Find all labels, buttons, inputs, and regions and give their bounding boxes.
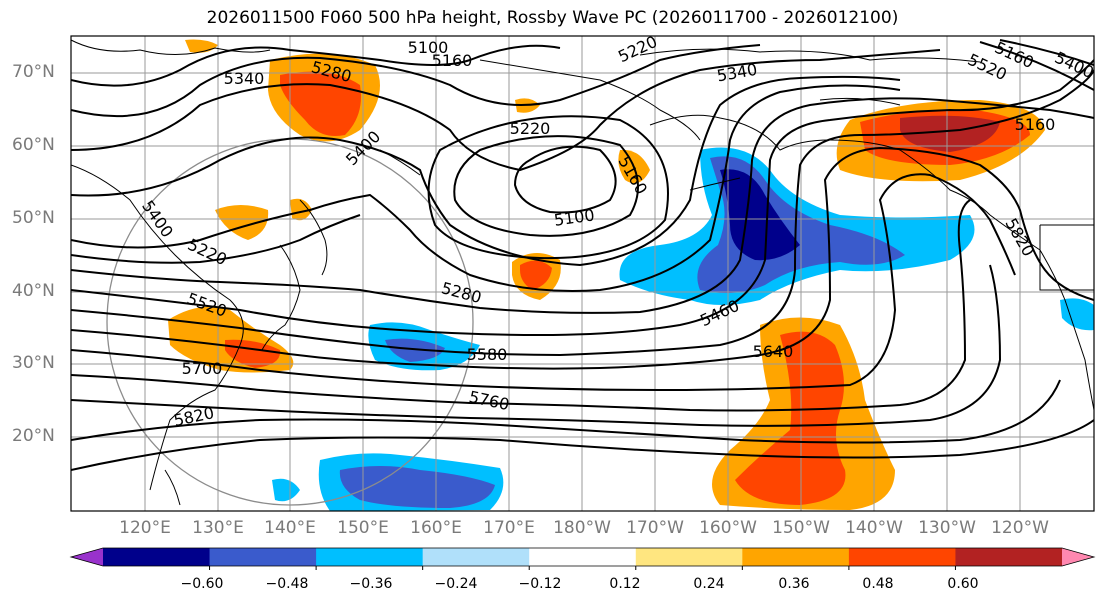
contour-label: 5700: [182, 359, 223, 378]
contour-label: 5100: [408, 38, 449, 57]
anomaly-negative-region: [339, 466, 495, 508]
contour-label: 5640: [753, 342, 794, 361]
lat-label: 20°N: [12, 426, 55, 446]
lon-label: 160°W: [699, 518, 757, 538]
contour-label: 5160: [1015, 115, 1056, 134]
anomaly-positive-region: [735, 331, 846, 505]
colorbar-segment: [955, 548, 1063, 566]
lat-label: 50°N: [12, 208, 55, 228]
shading-layer: [168, 39, 1094, 511]
anomaly-positive-region: [520, 260, 552, 290]
anomaly-negative-region: [385, 338, 445, 362]
contour-label: 5340: [224, 69, 265, 88]
anomaly-negative-region: [272, 478, 300, 502]
anomaly-positive-region: [290, 198, 312, 221]
colorbar-segment: [529, 548, 637, 566]
lon-label: 140°E: [264, 518, 316, 538]
lon-label: 180°W: [553, 518, 611, 538]
lon-label: 120°W: [991, 518, 1049, 538]
colorbar-extend-max: [1062, 548, 1094, 566]
lon-label: 150°W: [772, 518, 830, 538]
colorbar-segment: [742, 548, 850, 566]
contour-label: 5580: [467, 345, 508, 364]
lat-label: 40°N: [12, 281, 55, 301]
anomaly-negative-region: [1060, 298, 1094, 331]
colorbar-tick-label: 0.60: [947, 576, 979, 592]
colorbar-tick-label: −0.12: [518, 576, 562, 592]
lon-label: 160°E: [410, 518, 462, 538]
lon-label: 150°E: [337, 518, 389, 538]
lon-label: 120°E: [119, 518, 171, 538]
lat-label: 60°N: [12, 135, 55, 155]
colorbar-segment: [316, 548, 424, 566]
colorbar-tick-label: −0.60: [180, 576, 224, 592]
lon-label: 170°W: [626, 518, 684, 538]
colorbar-segment: [635, 548, 743, 566]
colorbar: [69, 547, 1096, 570]
colorbar-segment: [422, 548, 530, 566]
lon-label: 130°E: [192, 518, 244, 538]
lat-label: 30°N: [12, 353, 55, 373]
anomaly-negative-region: [720, 169, 800, 261]
colorbar-segment: [848, 548, 956, 566]
colorbar-tick-label: 0.36: [778, 576, 810, 592]
anomaly-positive-region: [900, 115, 1000, 152]
contour-label: 5160: [432, 51, 473, 70]
colorbar-tick-label: 0.24: [693, 576, 725, 592]
colorbar-outline: [69, 547, 1096, 567]
colorbar-tick-label: −0.48: [265, 576, 309, 592]
colorbar-tick-label: 0.48: [862, 576, 894, 592]
colorbar-segment: [209, 548, 317, 566]
lon-label: 130°W: [918, 518, 976, 538]
lon-label: 170°E: [483, 518, 535, 538]
map-title: 2026011500 F060 500 hPa height, Rossby W…: [206, 8, 899, 28]
lon-label: 140°W: [845, 518, 903, 538]
map-frame: [70, 35, 1095, 512]
anomaly-positive-region: [215, 205, 269, 240]
lat-label: 70°N: [12, 62, 55, 82]
colorbar-extend-min: [71, 548, 103, 566]
contour-label: 5220: [510, 119, 551, 138]
colorbar-tick-label: 0.12: [609, 576, 641, 592]
colorbar-tick-label: −0.24: [434, 576, 478, 592]
height-contours: [71, 39, 1094, 471]
colorbar-tick-label: −0.36: [349, 576, 393, 592]
colorbar-segment: [103, 548, 211, 566]
